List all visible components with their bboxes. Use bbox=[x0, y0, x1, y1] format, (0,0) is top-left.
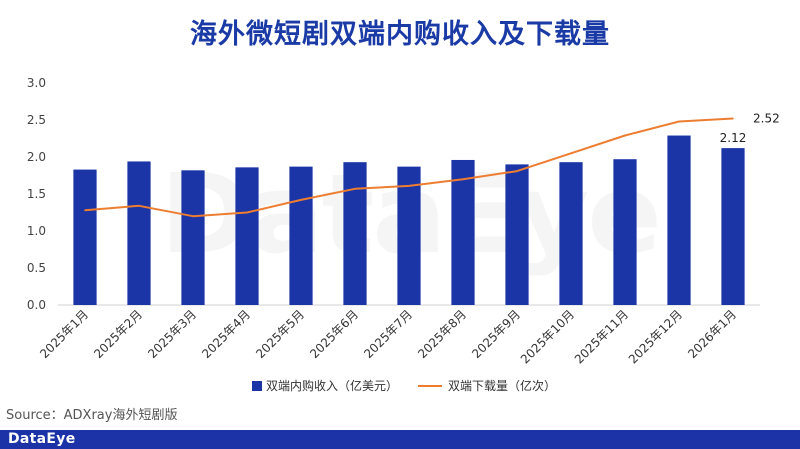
x-tick-label: 2025年4月 bbox=[199, 307, 253, 361]
source-note: Source：ADXray海外短剧版 bbox=[6, 408, 178, 423]
downloads-point bbox=[354, 188, 356, 190]
downloads-point bbox=[462, 178, 464, 180]
x-tick-label: 2025年10月 bbox=[518, 307, 577, 366]
revenue-bar bbox=[127, 161, 151, 305]
downloads-point bbox=[570, 152, 572, 155]
page-title: 海外微短剧双端内购收入及下载量 bbox=[190, 19, 610, 50]
revenue-bar bbox=[613, 159, 637, 305]
revenue-bar bbox=[343, 162, 367, 305]
legend-bar-label: 双端内购收入（亿美元） bbox=[266, 378, 398, 393]
downloads-point bbox=[246, 211, 248, 214]
y-tick-label: 3.0 bbox=[27, 76, 46, 90]
data-label: 2.52 bbox=[753, 112, 780, 126]
revenue-bar bbox=[451, 159, 475, 305]
x-tick-label: 2025年3月 bbox=[145, 307, 199, 361]
downloads-point bbox=[516, 170, 518, 172]
y-tick-label: 0.5 bbox=[27, 261, 46, 275]
revenue-bar bbox=[181, 170, 205, 305]
revenue-bar bbox=[559, 162, 583, 305]
y-tick-label: 2.5 bbox=[27, 113, 46, 127]
y-tick-label: 1.0 bbox=[27, 224, 46, 238]
revenue-bar bbox=[235, 167, 259, 305]
x-tick-label: 2025年1月 bbox=[37, 307, 91, 361]
x-tick-label: 2025年2月 bbox=[91, 307, 145, 361]
downloads-point bbox=[192, 215, 194, 217]
x-tick-label: 2025年6月 bbox=[307, 307, 361, 361]
y-tick-label: 1.5 bbox=[27, 187, 46, 201]
downloads-point bbox=[624, 134, 626, 137]
x-tick-label: 2025年9月 bbox=[469, 307, 523, 361]
x-tick-label: 2025年12月 bbox=[626, 307, 685, 366]
y-tick-label: 0.0 bbox=[27, 298, 46, 312]
revenue-bar bbox=[73, 169, 97, 305]
revenue-bar bbox=[397, 166, 421, 305]
downloads-point bbox=[300, 199, 302, 201]
downloads-point bbox=[408, 185, 410, 187]
x-tick-label: 2026年1月 bbox=[685, 307, 739, 361]
legend-bar-swatch bbox=[252, 381, 262, 391]
downloads-point bbox=[138, 205, 140, 207]
revenue-bar bbox=[667, 135, 691, 305]
legend-line-label: 双端下载量（亿次） bbox=[448, 378, 556, 393]
footer-bar: DataEye bbox=[0, 430, 800, 449]
revenue-bar bbox=[289, 166, 313, 305]
footer-logo: DataEye bbox=[8, 431, 76, 447]
x-tick-label: 2025年8月 bbox=[415, 307, 469, 361]
downloads-point bbox=[84, 209, 86, 212]
revenue-bar bbox=[721, 148, 745, 305]
downloads-point bbox=[732, 117, 734, 120]
data-label: 2.12 bbox=[720, 131, 747, 145]
x-tick-label: 2025年11月 bbox=[572, 307, 631, 366]
revenue-bar bbox=[505, 164, 529, 305]
x-tick-label: 2025年5月 bbox=[253, 307, 307, 361]
x-tick-label: 2025年7月 bbox=[361, 307, 415, 361]
y-tick-label: 2.0 bbox=[27, 150, 46, 164]
downloads-point bbox=[678, 120, 680, 123]
